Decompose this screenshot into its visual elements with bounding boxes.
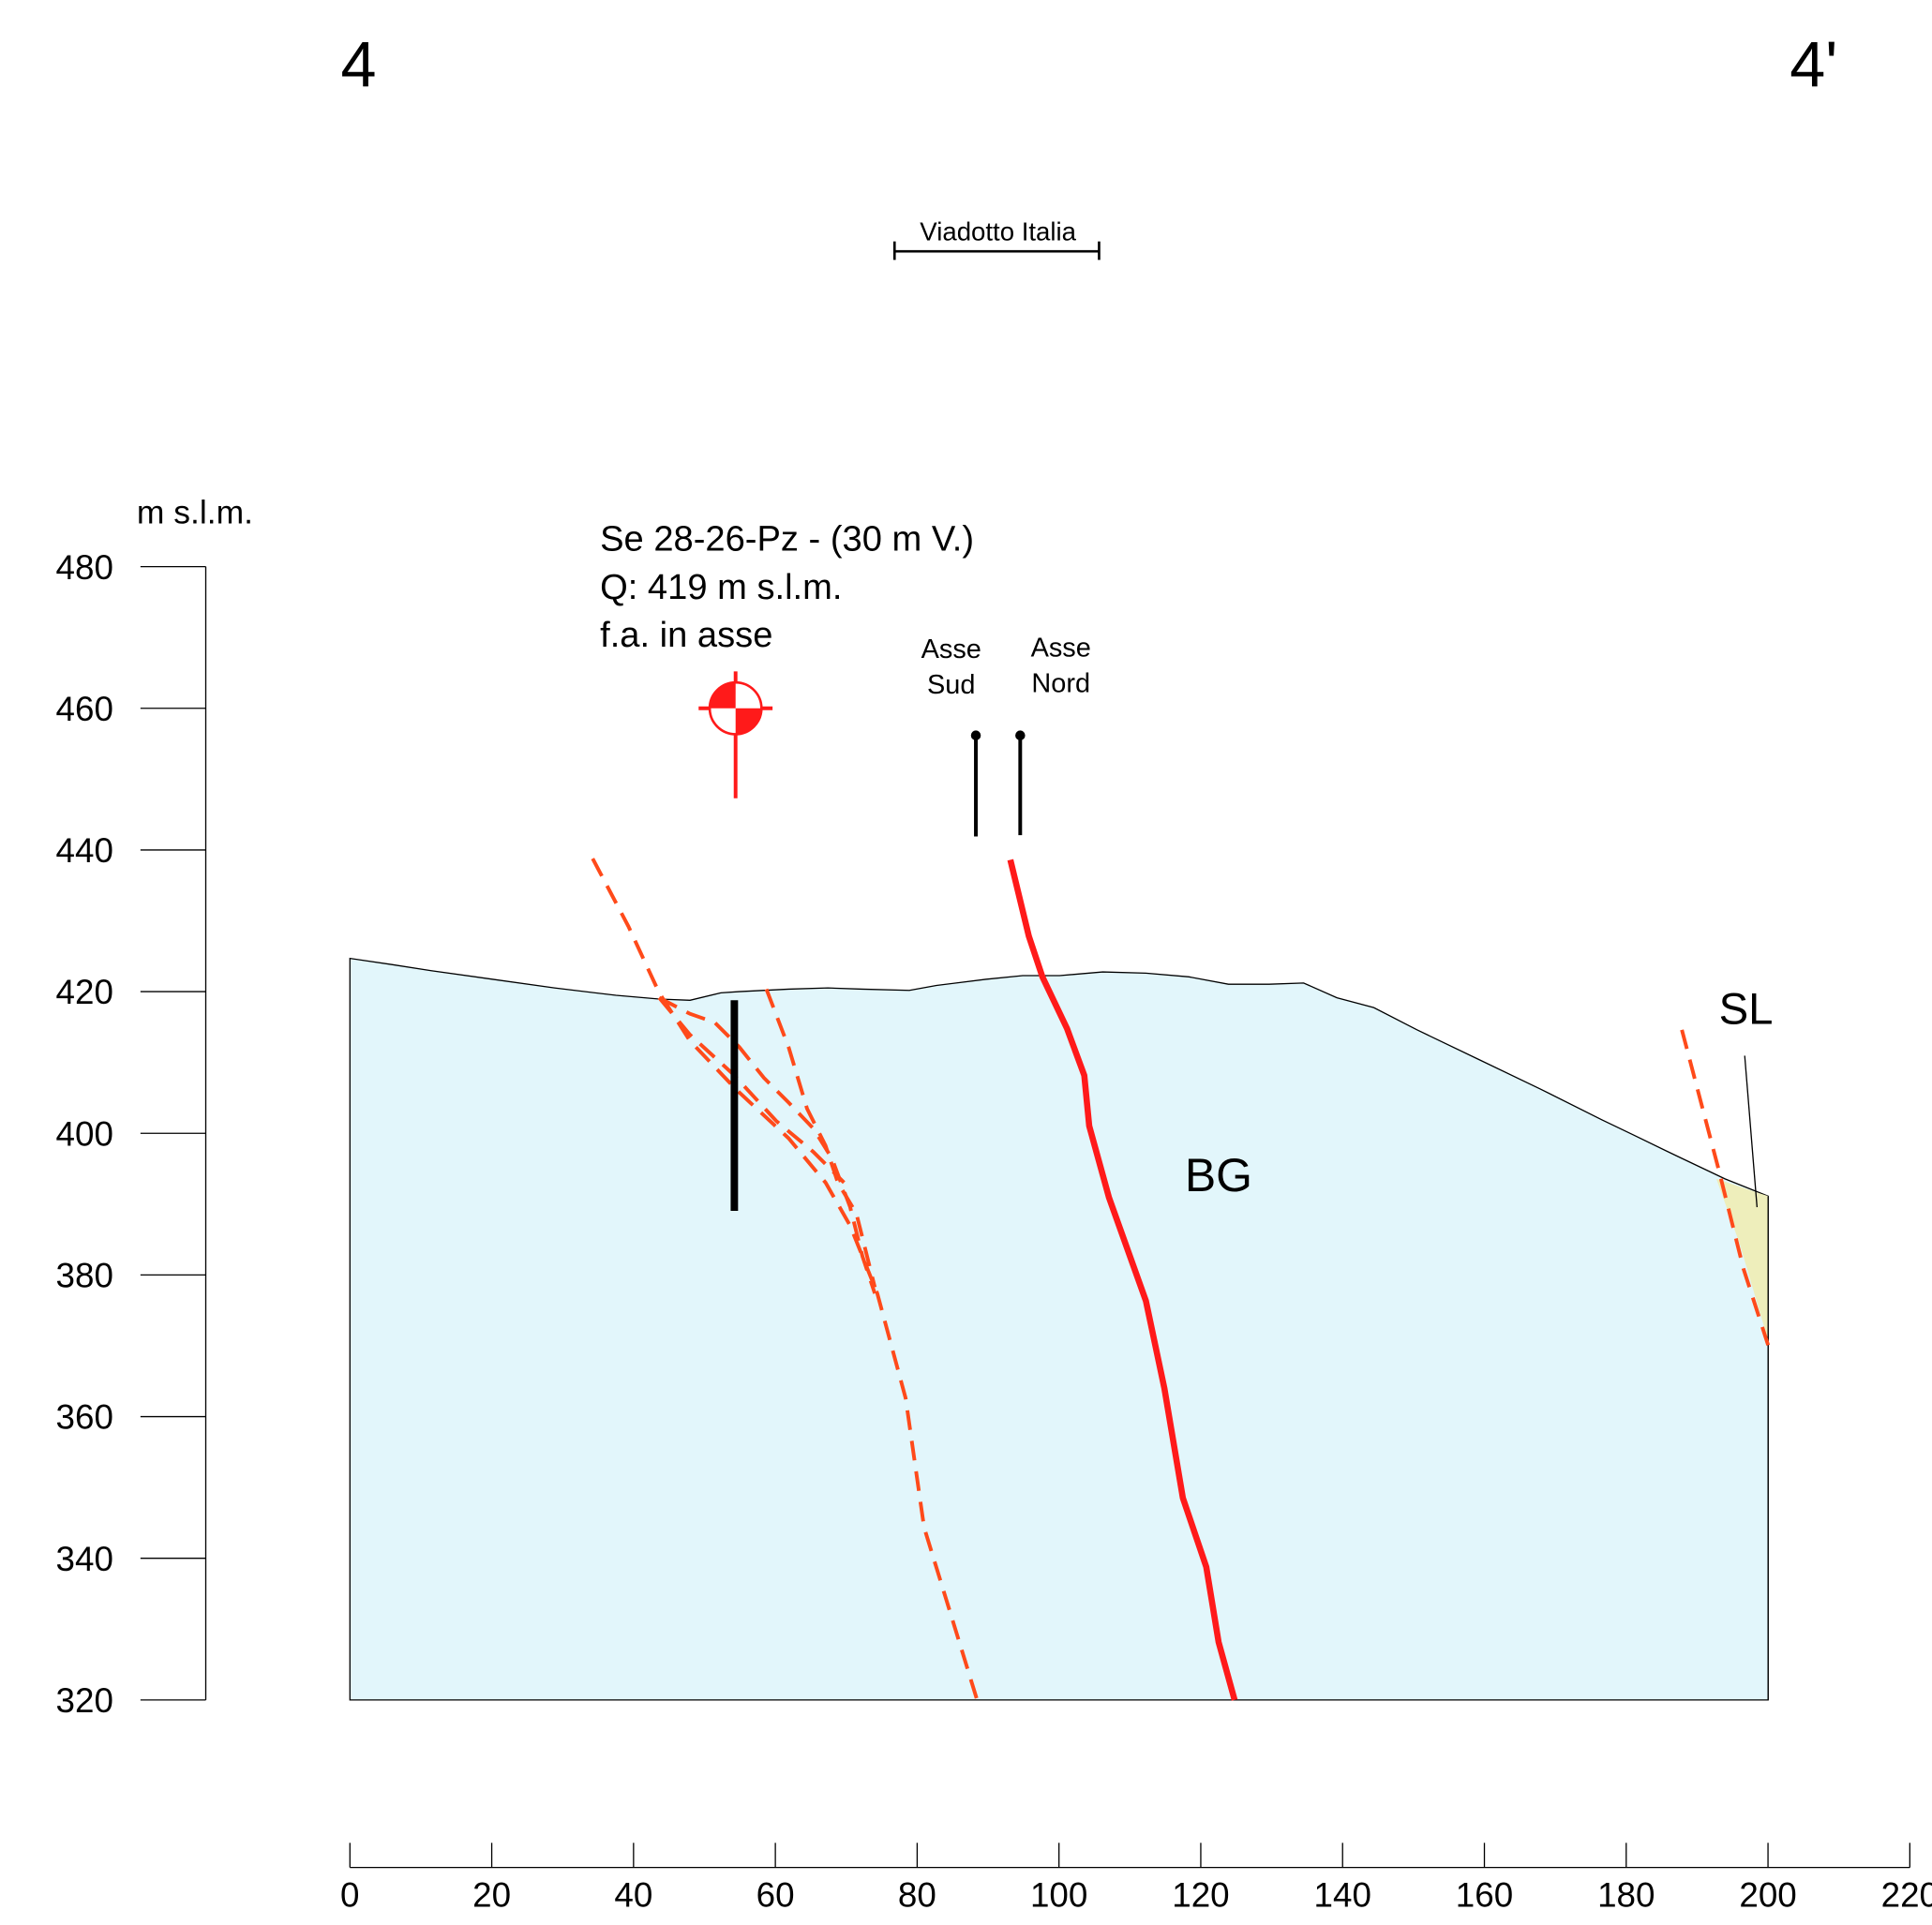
section-drawing: 4 4' Viadotto Italia Se 28-26-Pz - (30 m… bbox=[0, 0, 1932, 1925]
y-tick-label: 360 bbox=[56, 1398, 113, 1437]
x-axis: 0 20 40 60 80 100 120 140 160 180 200 220 bbox=[340, 1843, 1932, 1914]
borehole-label: Se 28-26-Pz - (30 m V.) bbox=[600, 520, 974, 560]
y-tick-label: 440 bbox=[56, 831, 113, 870]
x-tick-label: 80 bbox=[898, 1876, 936, 1915]
borehole-symbol bbox=[698, 671, 772, 798]
axis-label: Asse bbox=[1031, 634, 1091, 664]
borehole-label: Q: 419 m s.l.m. bbox=[600, 568, 842, 607]
section-label: 4 bbox=[340, 29, 376, 100]
x-tick-label: 220 bbox=[1881, 1876, 1932, 1915]
bg-unit bbox=[350, 959, 1768, 1700]
y-axis: 320 340 360 380 400 420 440 460 480 bbox=[56, 548, 206, 1720]
x-tick-label: 120 bbox=[1172, 1876, 1229, 1915]
x-tick-label: 160 bbox=[1456, 1876, 1513, 1915]
x-tick-label: 60 bbox=[756, 1876, 795, 1915]
x-tick-label: 20 bbox=[472, 1876, 511, 1915]
axis-label: Sud bbox=[927, 670, 975, 700]
y-tick-label: 340 bbox=[56, 1540, 113, 1578]
viaduct: Viadotto Italia bbox=[894, 216, 1099, 260]
x-tick-label: 140 bbox=[1314, 1876, 1371, 1915]
y-tick-label: 420 bbox=[56, 973, 113, 1011]
y-tick-label: 400 bbox=[56, 1114, 113, 1153]
y-axis-label: m s.l.m. bbox=[137, 494, 253, 531]
axis-label: Asse bbox=[921, 634, 981, 664]
x-tick-label: 180 bbox=[1597, 1876, 1655, 1915]
x-tick-label: 0 bbox=[340, 1876, 359, 1915]
y-tick-label: 380 bbox=[56, 1257, 113, 1295]
unit-label: SL bbox=[1719, 984, 1774, 1034]
unit-label: BG bbox=[1185, 1149, 1252, 1201]
x-tick-label: 100 bbox=[1030, 1876, 1087, 1915]
page: {"section": {"left_label": "4", "right_l… bbox=[0, 0, 1932, 1925]
y-tick-label: 480 bbox=[56, 548, 113, 587]
leader-line bbox=[1745, 1055, 1757, 1207]
y-tick-label: 460 bbox=[56, 690, 113, 728]
axis-label: Nord bbox=[1031, 669, 1090, 699]
section-label: 4' bbox=[1790, 29, 1837, 100]
viaduct-label: Viadotto Italia bbox=[920, 216, 1076, 246]
x-tick-label: 200 bbox=[1739, 1876, 1796, 1915]
y-tick-label: 320 bbox=[56, 1681, 113, 1720]
borehole-label: f.a. in asse bbox=[600, 616, 772, 655]
x-tick-label: 40 bbox=[614, 1876, 652, 1915]
axis-markers bbox=[971, 730, 1026, 836]
